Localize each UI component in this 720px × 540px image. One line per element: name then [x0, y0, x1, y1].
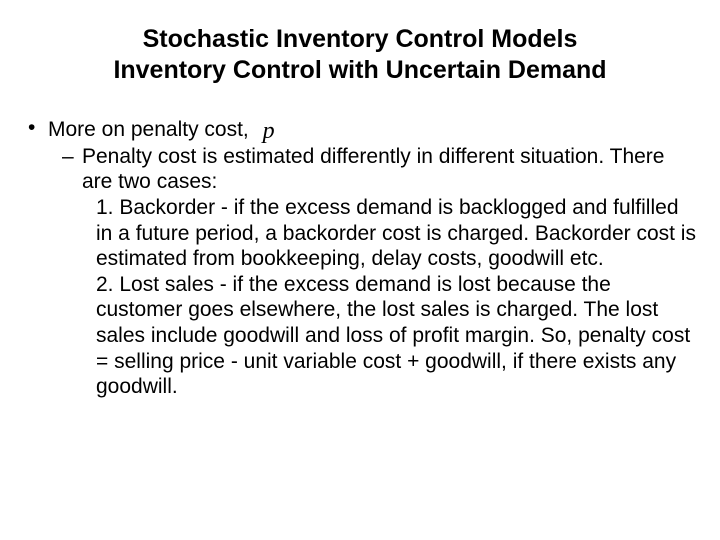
bullet-level-2: Penalty cost is estimated differently in… [20, 144, 700, 195]
penalty-symbol: p [255, 118, 275, 144]
slide: Stochastic Inventory Control Models Inve… [0, 0, 720, 540]
slide-body: More on penalty cost, p Penalty cost is … [20, 115, 700, 400]
sub-bullet-text: Penalty cost is estimated differently in… [82, 145, 664, 194]
numbered-item-2: 2. Lost sales - if the excess demand is … [20, 272, 700, 400]
title-line-1: Stochastic Inventory Control Models [143, 25, 578, 53]
bullet-1-text: More on penalty cost, [48, 118, 255, 141]
title-line-2: Inventory Control with Uncertain Demand [113, 56, 606, 84]
numbered-item-1: 1. Backorder - if the excess demand is b… [20, 195, 700, 272]
slide-title: Stochastic Inventory Control Models Inve… [20, 24, 700, 87]
bullet-level-1: More on penalty cost, p [20, 115, 700, 144]
